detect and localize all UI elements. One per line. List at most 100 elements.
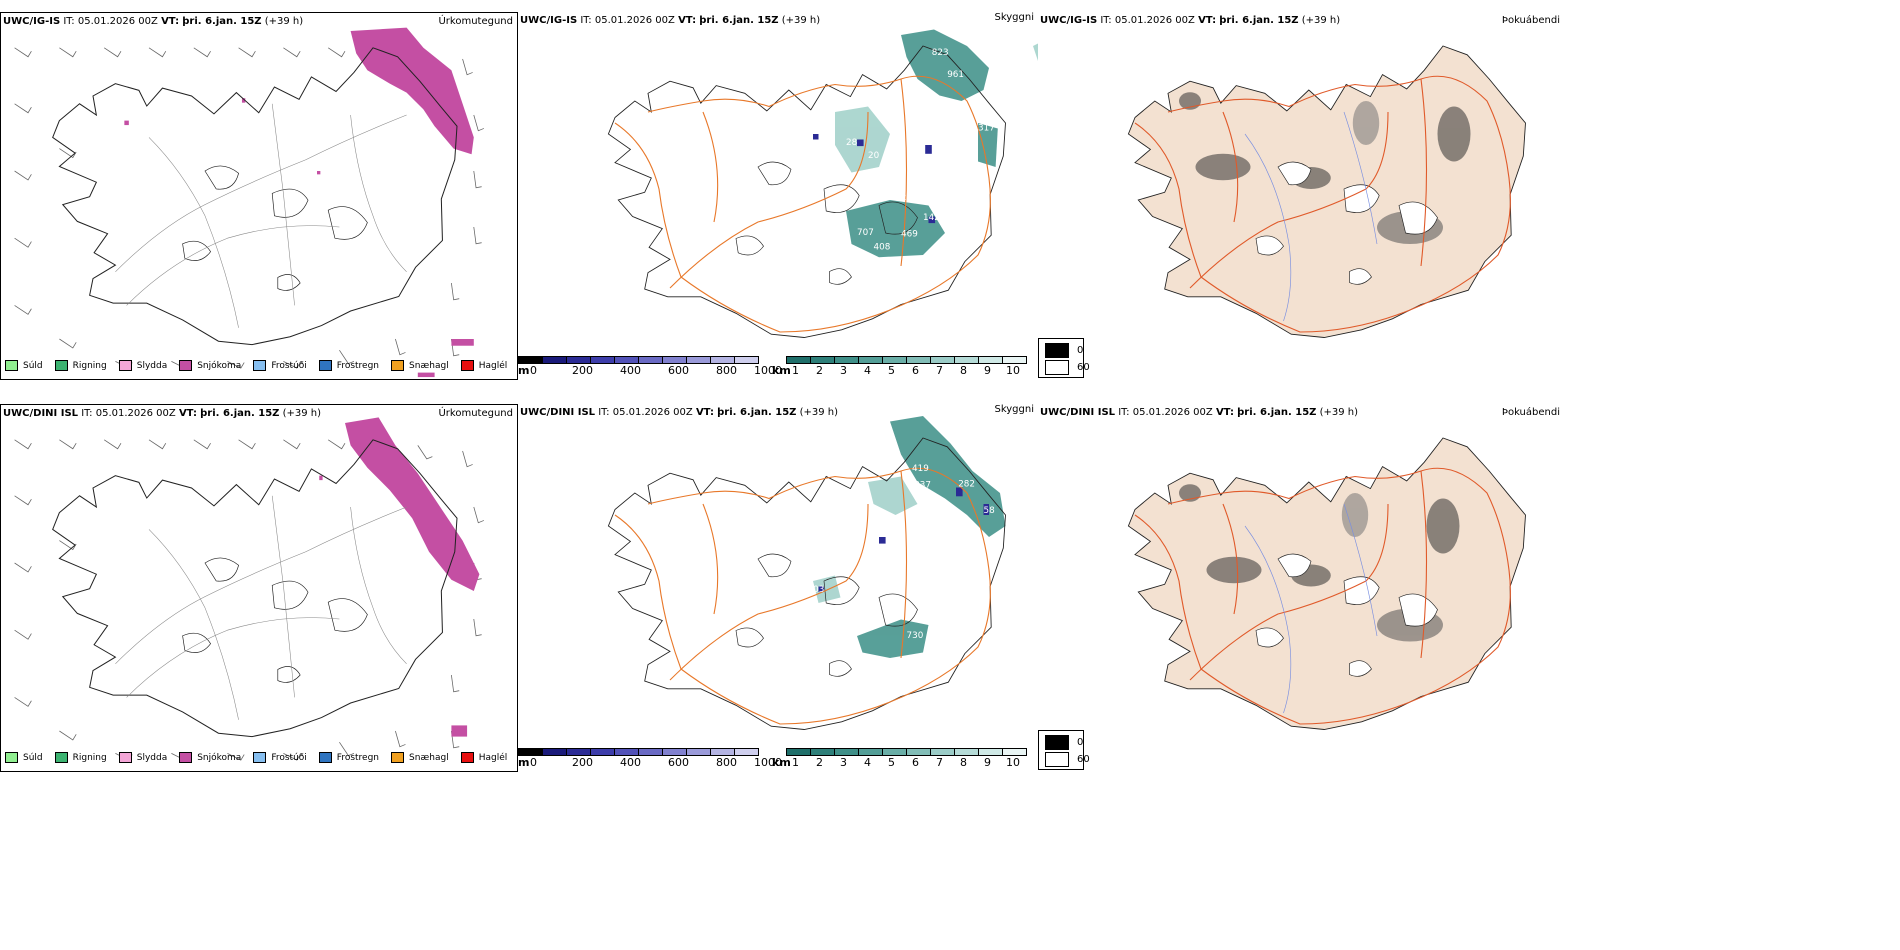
panel-type-label: Úrkomutegund [438,408,513,419]
ceiling-unit: m [518,364,530,377]
tick-label: 4 [864,756,871,769]
panel-type-label: Skyggni [994,404,1034,415]
tick-label: 400 [620,364,641,377]
tick-label: 9 [984,756,991,769]
tick-label: 3 [840,756,847,769]
tick-label: 800 [716,756,737,769]
fog-map [1127,437,1527,731]
tick-label: 8 [960,364,967,377]
run-header: UWC/IG-IS IT: 05.01.2026 00Z VT: þri. 6.… [3,16,304,27]
tick-label: 3 [840,364,847,377]
tick-label: 0 [530,756,537,769]
tick-label: 1 [792,364,799,377]
rivers [1244,503,1378,714]
legend-item: Snæhagl [391,752,449,763]
ceiling-colorbar: m 0 200 400 600 800 1000 [518,748,782,769]
fog-roads [1134,75,1511,333]
ceiling-labels: 419 337 282 58 203 77 730 [808,464,995,641]
legend-item: Haglél [460,360,507,371]
tick-label: 0 [530,364,537,377]
legend-item: Snjókoma [179,752,241,763]
tick-label: 2 [816,364,823,377]
ceiling-label: 79 [912,143,923,153]
panel-type-label: Skyggni [994,12,1034,23]
panel-type-label: Úrkomutegund [438,16,513,27]
low-visibility-areas [813,416,1006,658]
tick-label: 6 [912,364,919,377]
tick-label: 10 [1006,364,1020,377]
fog-shading [1179,484,1460,642]
ceiling-label: 203 [808,585,825,595]
run-header: UWC/DINI ISL IT: 05.01.2026 00Z VT: þri.… [520,407,839,418]
visibility-map: 419 337 282 58 203 77 730 [607,416,1007,731]
ceiling-label: 27 [901,193,912,203]
tick-label: 1000 [754,364,782,377]
ceiling-label: 28 [846,138,857,148]
tick-label: 600 [668,756,689,769]
ceiling-label: 20 [868,151,880,161]
roads [614,467,991,725]
ceiling-label: 337 [914,481,931,491]
ceiling-label: 419 [912,464,929,474]
tick-label: 5 [888,756,895,769]
tick-label: 800 [716,364,737,377]
tick-label: 7 [936,364,943,377]
legend-item: Súld [5,360,43,371]
fog-legend-item: 0 [1045,343,1083,358]
legend-item: Slydda [118,752,167,763]
legend-item: Slydda [118,360,167,371]
tick-label: 5 [888,364,895,377]
ceiling-colorbar: m 0 200 400 600 800 1000 [518,356,782,377]
fog-legend-item: 60 [1045,360,1090,375]
run-header: UWC/IG-IS IT: 05.01.2026 00Z VT: þri. 6.… [520,15,821,26]
fog-legend: 0 60 [1038,730,1090,770]
tick-label: 200 [572,364,593,377]
precip-type-panel-1: UWC/IG-IS IT: 05.01.2026 00Z VT: þri. 6.… [0,12,518,380]
tick-label: 10 [1006,756,1020,769]
legend-item: Haglél [460,752,507,763]
fog-legend-item: 0 [1045,735,1083,750]
legend-item: Frostúði [253,752,307,763]
precip-legend: Súld Rigning Slydda Snjókoma Frostúði Fr… [5,360,517,371]
ceiling-label: 469 [901,229,918,239]
roads [614,75,991,333]
ceiling-labels: 823 961 538 317 28 05 20 79 339 27 142 7… [802,48,995,253]
legend-item: Snæhagl [391,360,449,371]
panel-type-label: Þokuábendi [1501,407,1560,418]
visibility-panel-1: UWC/IG-IS IT: 05.01.2026 00Z VT: þri. 6.… [518,12,1038,382]
tick-label: 2 [816,756,823,769]
fog-legend: 0 60 [1038,338,1090,378]
legend-item: Snjókoma [179,360,241,371]
legend-item: Frostregn [318,360,379,371]
tick-label: 200 [572,756,593,769]
snow-areas [319,417,480,737]
tick-label: 6 [912,756,919,769]
precip-legend: Súld Rigning Slydda Snjókoma Frostúði Fr… [5,752,517,763]
run-header: UWC/DINI ISL IT: 05.01.2026 00Z VT: þri.… [1040,407,1359,418]
ceiling-label: 707 [857,228,874,238]
legend-item: Súld [5,752,43,763]
visibility-unit: km [772,364,791,377]
precip-map [14,27,485,378]
tick-label: 4 [864,364,871,377]
panel-type-label: Þokuábendi [1501,15,1560,26]
ceiling-label: 961 [947,70,964,80]
ceiling-label: 339 [802,193,819,203]
ceiling-label: 823 [932,48,949,58]
ceiling-label: 142 [923,213,940,223]
precip-map [14,417,485,761]
rivers [1244,111,1378,322]
fog-map [1127,45,1527,339]
ceiling-label: 58 [984,506,995,516]
visibility-unit: km [772,756,791,769]
snow-areas [124,27,474,378]
tick-label: 9 [984,364,991,377]
legend-item: Rigning [54,752,107,763]
tick-label: 1 [792,756,799,769]
tick-label: 400 [620,756,641,769]
fog-roads [1134,467,1511,725]
legend-item: Frostregn [318,752,379,763]
ceiling-label: 77 [923,613,934,623]
visibility-colorbar: km 1 2 3 4 5 6 7 8 9 10 [772,356,1036,377]
ceiling-label: 538 [940,111,957,121]
